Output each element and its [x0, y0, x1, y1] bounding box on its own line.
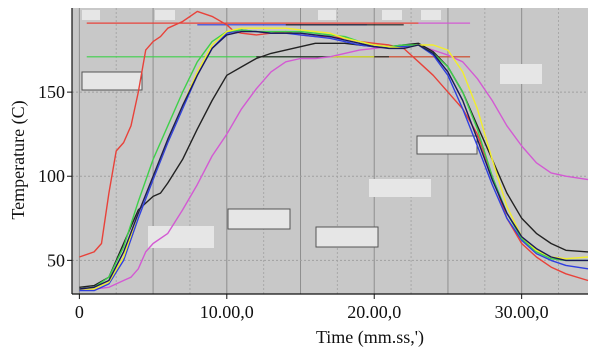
x-tick-label: 30.00,0 [495, 302, 549, 322]
y-tick-label: 100 [38, 166, 65, 186]
y-axis-title: Temperature (C) [8, 100, 29, 219]
plot-area [72, 8, 588, 294]
x-tick-label: 0 [75, 302, 84, 322]
legend-boxes [81, 10, 542, 248]
series-line [79, 29, 589, 292]
legend-box [416, 135, 478, 155]
legend-box [369, 179, 431, 197]
tick-labels: 0 10.00,0 20.00,0 30.00,0 50 100 150 [38, 82, 549, 322]
legend-box [500, 64, 542, 84]
x-tick-label: 20.00,0 [347, 302, 401, 322]
series-line [79, 29, 588, 290]
legend-box [227, 208, 291, 230]
legend-box [148, 226, 214, 248]
y-tick-label: 150 [38, 82, 65, 102]
legend-box [155, 10, 175, 20]
series-line [79, 44, 589, 290]
x-tick-label: 10.00,0 [200, 302, 254, 322]
x-axis-title: Time (mm.ss,') [316, 327, 424, 348]
legend-box [81, 71, 143, 91]
data-series [79, 10, 589, 292]
legend-box [82, 10, 100, 20]
y-tick-label: 50 [47, 250, 65, 270]
series-line [79, 30, 588, 290]
legend-box [421, 10, 441, 20]
legend-box [318, 10, 336, 20]
legend-box [382, 10, 402, 20]
legend-box [315, 226, 379, 248]
reference-lines [86, 22, 471, 58]
